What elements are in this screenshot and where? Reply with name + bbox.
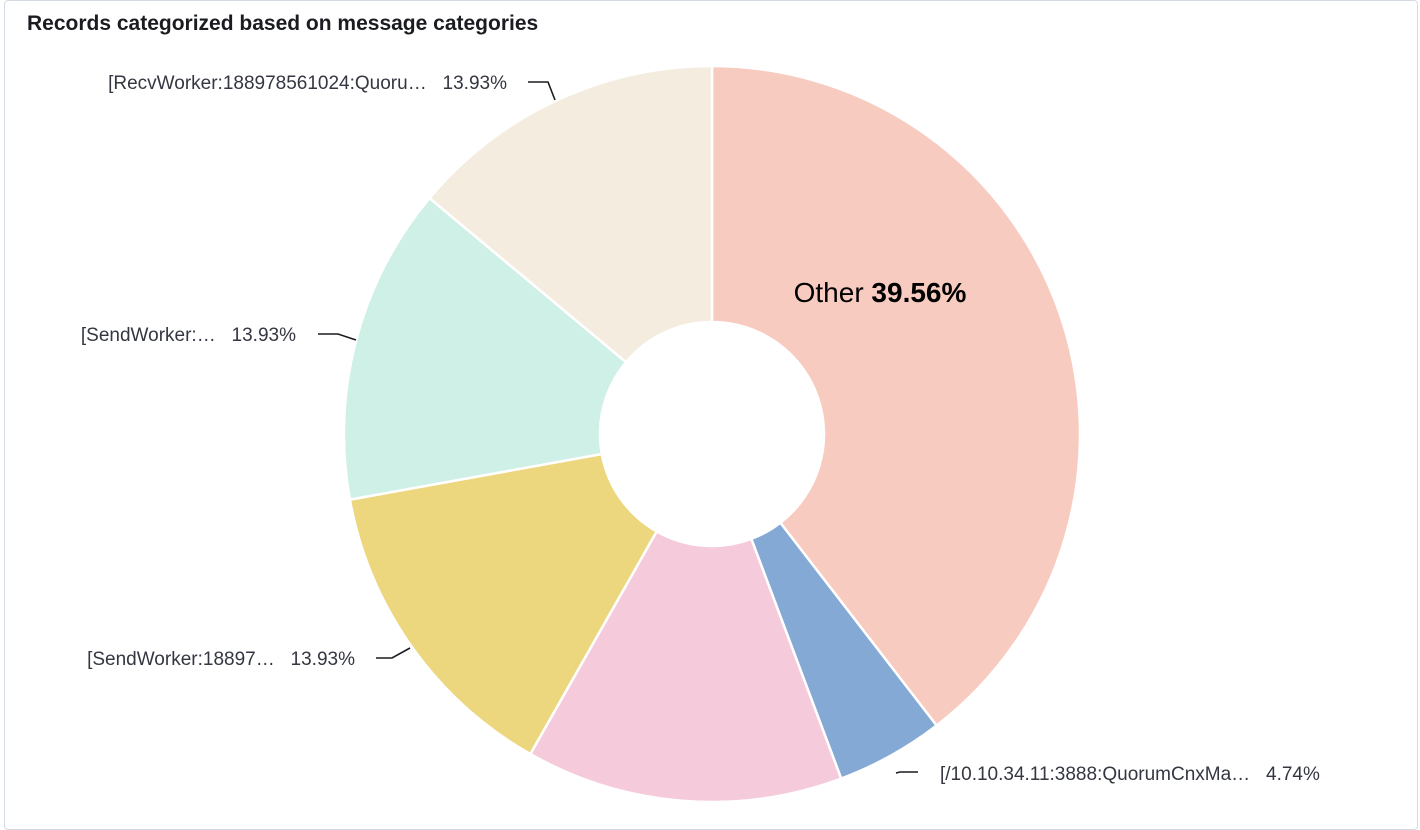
leader-line — [528, 81, 556, 101]
pie-slice[interactable] — [710, 64, 1082, 728]
leader-line — [895, 771, 918, 774]
pie-slice[interactable] — [427, 64, 714, 364]
slice-label: [SendWorker:… 13.93% — [81, 325, 296, 346]
panel-title: Records categorized based on message cat… — [27, 12, 539, 35]
pie-slice[interactable] — [342, 196, 628, 502]
leader-line — [318, 333, 357, 341]
leader-line — [376, 647, 411, 659]
slice-label: [RecvWorker:188978561024:Quoru… 13.93% — [108, 73, 507, 94]
slice-label: [/10.10.34.11:3888:QuorumCnxMa… 4.74% — [940, 764, 1320, 785]
slices-group — [342, 64, 1082, 804]
leader-lines-group — [318, 81, 918, 774]
slice-label: [SendWorker:18897… 13.93% — [87, 649, 355, 670]
pie-slice[interactable] — [348, 452, 659, 756]
slice-label-inside: Other 39.56% — [794, 277, 967, 308]
labels-group: Other 39.56% [/10.10.34.11:3888:QuorumCnx… — [81, 73, 1320, 785]
pie-slice[interactable] — [528, 529, 843, 804]
